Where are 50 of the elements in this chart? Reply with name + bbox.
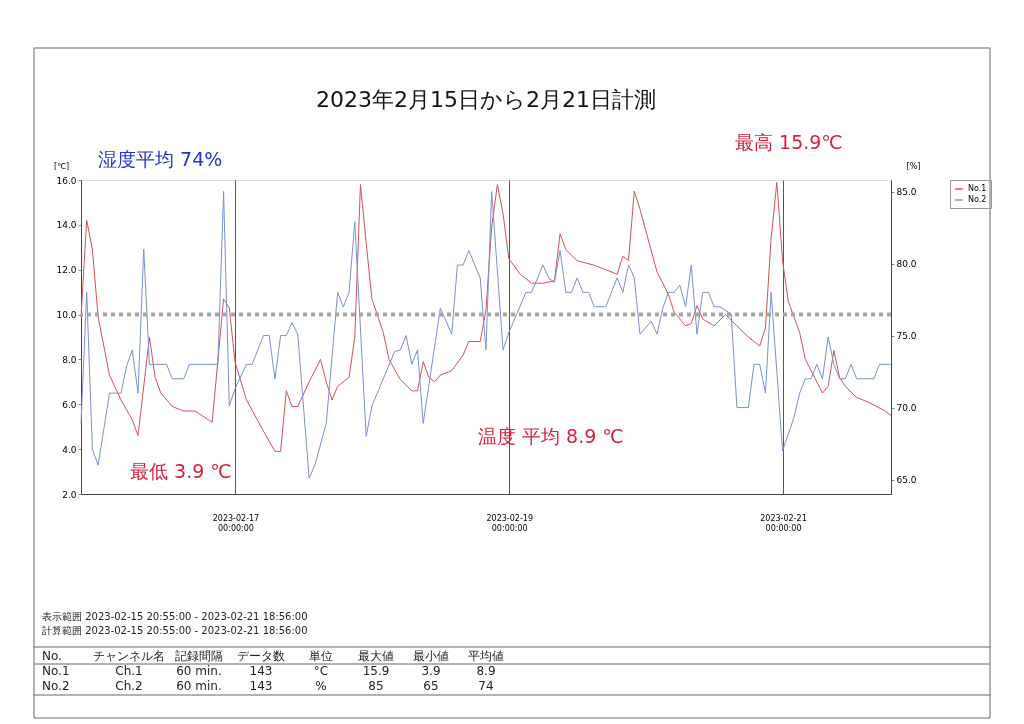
annotation: 最低 3.9 ℃ — [130, 460, 232, 482]
y-tick-label: 14.0 — [56, 220, 77, 231]
text: チャンネル名 — [93, 649, 165, 663]
y-tick-label: 2.0 — [62, 489, 77, 500]
y-tick-label: 4.0 — [62, 444, 77, 455]
y2-axis-title: [%] — [906, 161, 921, 171]
y-tick-label: 16.0 — [56, 175, 77, 186]
text: 最大値 — [358, 649, 394, 663]
text: 60 min. — [176, 679, 222, 693]
text: Ch.1 — [115, 664, 143, 678]
text: 3.9 — [421, 664, 441, 678]
y-tick-label: 12.0 — [56, 265, 77, 276]
text: 表示範囲 2023-02-15 20:55:00 - 2023-02-21 18:56:00 — [42, 611, 308, 622]
text: °C — [313, 664, 329, 678]
text: No. — [42, 649, 62, 663]
text: 65 — [423, 679, 439, 693]
text: 143 — [249, 679, 273, 693]
y2-tick-label: 85.0 — [896, 187, 917, 198]
x-tick-label: 2023-02-19 00:00:00 — [486, 513, 533, 533]
text: 最小値 — [413, 649, 449, 663]
text: 15.9 — [362, 664, 390, 678]
text: No.2 — [42, 679, 70, 693]
x-tick-label: 2023-02-21 00:00:00 — [760, 513, 807, 533]
text: 記録間隔 — [175, 649, 223, 663]
legend-label: No.1 — [968, 184, 987, 193]
text: Ch.2 — [115, 679, 143, 693]
legend-label: No.2 — [968, 195, 987, 204]
y-tick-label: 8.0 — [62, 354, 77, 365]
y2-tick-label: 80.0 — [896, 259, 917, 270]
chart-title: 2023年2月15日から2月21日計測 — [316, 87, 656, 112]
y2-tick-label: 65.0 — [896, 475, 917, 486]
text: 計算範囲 2023-02-15 20:55:00 - 2023-02-21 18:56:00 — [42, 625, 308, 636]
text: 湿度平均 74% — [98, 148, 223, 170]
text: 74 — [478, 679, 494, 693]
y2-tick-label: 75.0 — [896, 331, 917, 342]
text: 単位 — [309, 649, 333, 663]
text: % — [315, 679, 327, 693]
text: 60 min. — [176, 664, 222, 678]
text: 85 — [368, 679, 384, 693]
text: 平均値 — [468, 649, 504, 663]
text: 8.9 — [476, 664, 496, 678]
x-tick-label: 2023-02-17 00:00:00 — [212, 513, 260, 533]
text: No.1 — [42, 664, 70, 678]
y-axis-title: [℃] — [53, 161, 70, 171]
text: データ数 — [237, 649, 285, 663]
y-tick-label: 6.0 — [62, 399, 77, 410]
y-tick-label: 10.0 — [56, 310, 77, 321]
text: 143 — [249, 664, 273, 678]
y2-tick-label: 70.0 — [896, 403, 917, 414]
text: 最高 15.9℃ — [735, 131, 843, 153]
